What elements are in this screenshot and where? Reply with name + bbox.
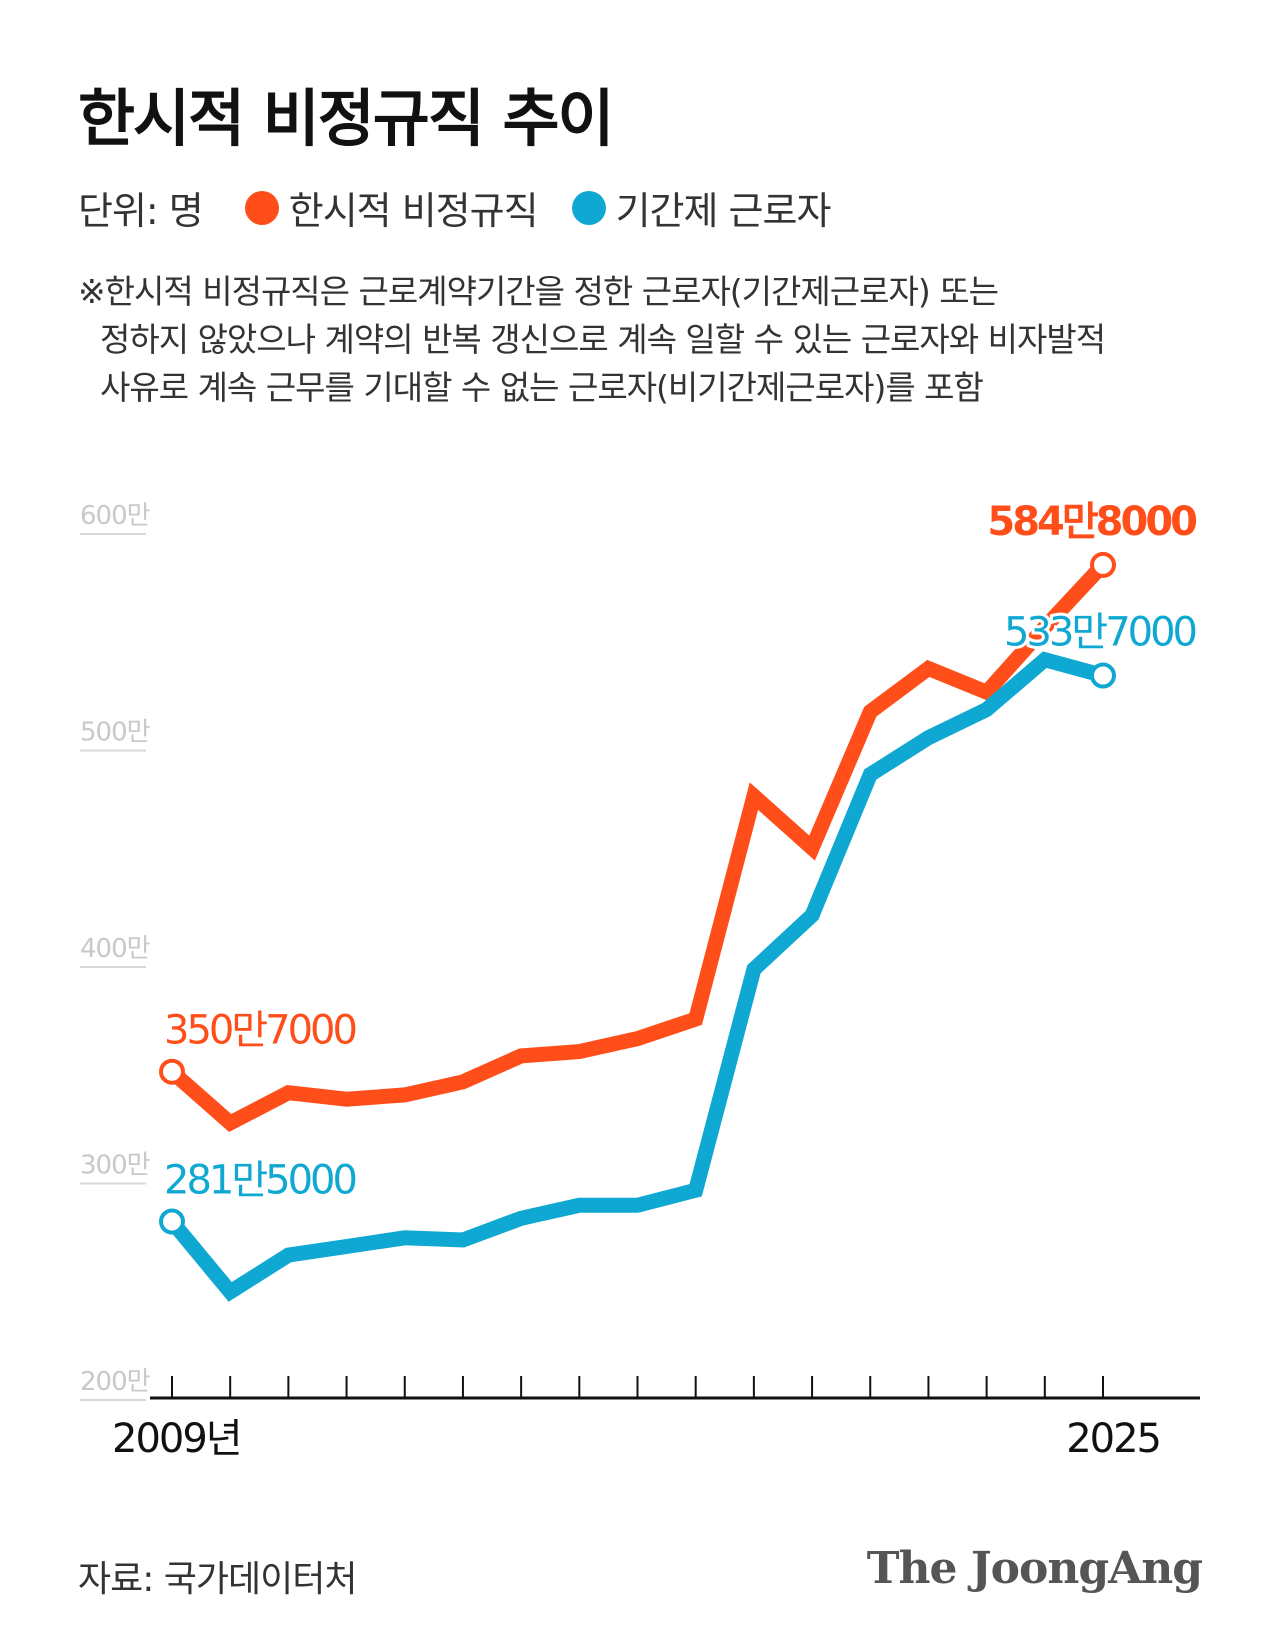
legend-label-fixed-term: 기간제 근로자: [615, 189, 832, 233]
x-axis: 2009년 2025: [112, 1376, 1200, 1462]
data-label-first-0: 350만7000: [164, 1008, 355, 1054]
footnote-line: ※한시적 비정규직은 근로계약기간을 정한 근로자(기간제근로자) 또는: [78, 272, 999, 311]
series-line-0: [167, 559, 1109, 1133]
y-axis: 200만 300만 400만 500만 600만: [80, 501, 151, 1401]
legend-dot-fixed-term: [571, 190, 606, 225]
legend-dot-temporary: [244, 190, 279, 225]
unit-label: 단위: 명: [78, 189, 204, 233]
series-marker-0: [1090, 551, 1116, 578]
series-marker-1: [1090, 662, 1116, 689]
x-tick-label-last: 2025: [1066, 1416, 1160, 1462]
y-tick-label: 400만: [80, 934, 150, 964]
chart-legend: 단위: 명 한시적 비정규직 기간제 근로자: [78, 180, 864, 235]
footnote: ※한시적 비정규직은 근로계약기간을 정한 근로자(기간제근로자) 또는 정하지…: [78, 268, 1218, 412]
data-label-last-1: 533만7000: [1004, 610, 1195, 656]
series-line-1: [166, 651, 1105, 1302]
y-tick-label: 600만: [80, 501, 150, 531]
y-tick-label: 200만: [80, 1367, 150, 1397]
y-tick-label: 500만: [80, 718, 150, 748]
series-marker-1: [159, 1208, 185, 1235]
footnote-line: 사유로 계속 근무를 기대할 수 없는 근로자(비기간제근로자)를 포함: [100, 368, 984, 407]
legend-item-temporary: 한시적 비정규직: [244, 180, 539, 235]
series-marker-0: [159, 1058, 185, 1085]
legend-label-temporary: 한시적 비정규직: [288, 189, 539, 233]
legend-item-fixed-term: 기간제 근로자: [571, 180, 832, 235]
publisher-logo: The JoongAng: [866, 1543, 1203, 1594]
series-layer: 350만7000 584만8000 281만5000 533만7000: [159, 496, 1202, 1302]
x-tick-label-first: 2009년: [112, 1416, 241, 1462]
footnote-line: 정하지 않았으나 계약의 반복 갱신으로 계속 일할 수 있는 근로자와 비자발…: [100, 320, 1106, 359]
data-label-first-1: 281만5000: [164, 1158, 355, 1204]
source-note: 자료: 국가데이터처: [78, 1559, 358, 1600]
y-tick-label: 300만: [80, 1151, 150, 1181]
data-label-last-0: 584만8000: [987, 499, 1196, 545]
page-title: 한시적 비정규직 추이: [78, 82, 615, 155]
